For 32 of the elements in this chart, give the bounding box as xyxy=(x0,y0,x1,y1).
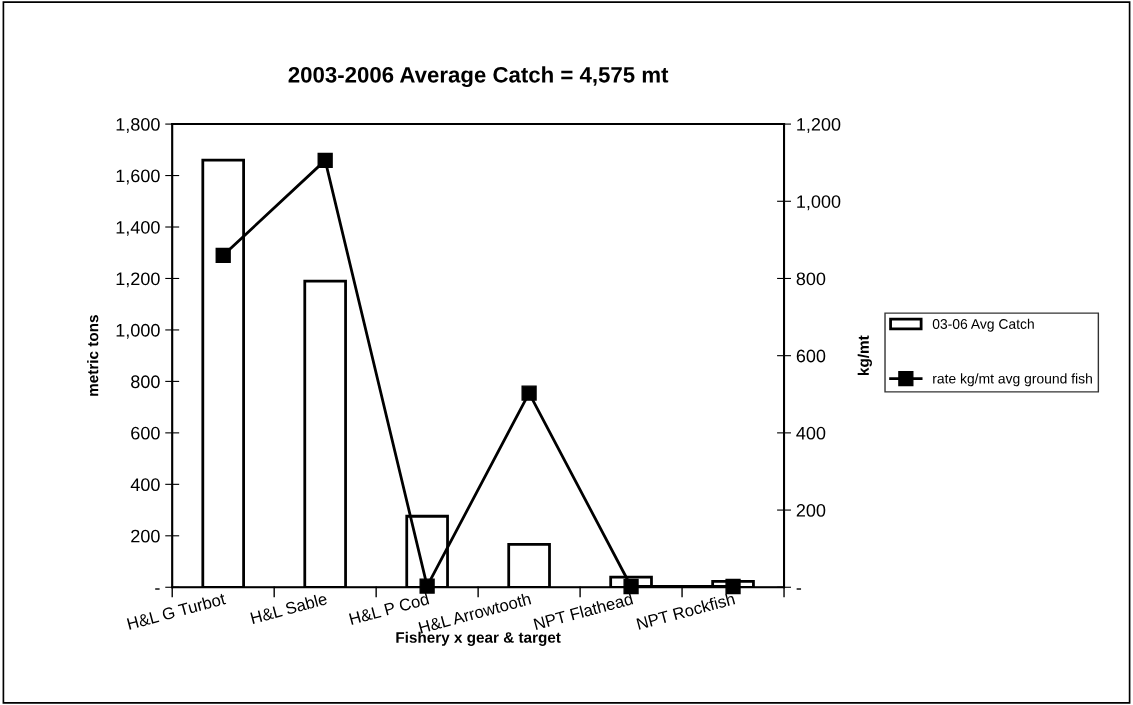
y-tick-label: 1,800 xyxy=(116,118,160,133)
y2-tick-label: 600 xyxy=(796,349,826,363)
y-axis-title: metric tons xyxy=(87,315,99,396)
x-tick-label: NPT Flathead xyxy=(533,592,634,631)
y-tick-label: 1,400 xyxy=(116,220,160,236)
y-tick-label: 1,600 xyxy=(116,169,160,185)
y-tick-label: 1,000 xyxy=(116,323,160,339)
x-tick-label: NPT Rockfish xyxy=(636,592,736,630)
legend-label: 03-06 Avg Catch xyxy=(932,318,1034,332)
x-tick-label: H&L G Turbot xyxy=(126,592,227,630)
y-tick-label: 1,200 xyxy=(116,272,160,288)
y2-tick-label: 1,200 xyxy=(797,118,841,133)
y-tick-label: 600 xyxy=(131,426,160,440)
legend-label: rate kg/mt avg ground fish xyxy=(933,373,1092,387)
y2-tick-label: 800 xyxy=(796,272,826,286)
point xyxy=(317,152,333,169)
chart-title: 2003-2006 Average Catch = 4,575 mt xyxy=(288,66,669,88)
point xyxy=(215,247,231,263)
y2-tick-label: 400 xyxy=(796,426,826,440)
x-tick-label: H&L Sable xyxy=(250,592,328,625)
y-tick-label: - xyxy=(155,588,160,590)
point xyxy=(725,578,741,595)
y2-tick-label: 200 xyxy=(796,504,826,517)
point xyxy=(521,385,537,401)
y2-axis-title: kg/mt xyxy=(857,335,872,375)
point xyxy=(623,578,639,595)
point xyxy=(419,578,435,594)
y-tick-label: 200 xyxy=(131,529,160,543)
y2-tick-label: 1,000 xyxy=(797,195,841,211)
y-tick-label: 400 xyxy=(130,478,160,492)
y2-tick-label: - xyxy=(796,588,802,590)
y-tick-label: 800 xyxy=(131,375,160,389)
